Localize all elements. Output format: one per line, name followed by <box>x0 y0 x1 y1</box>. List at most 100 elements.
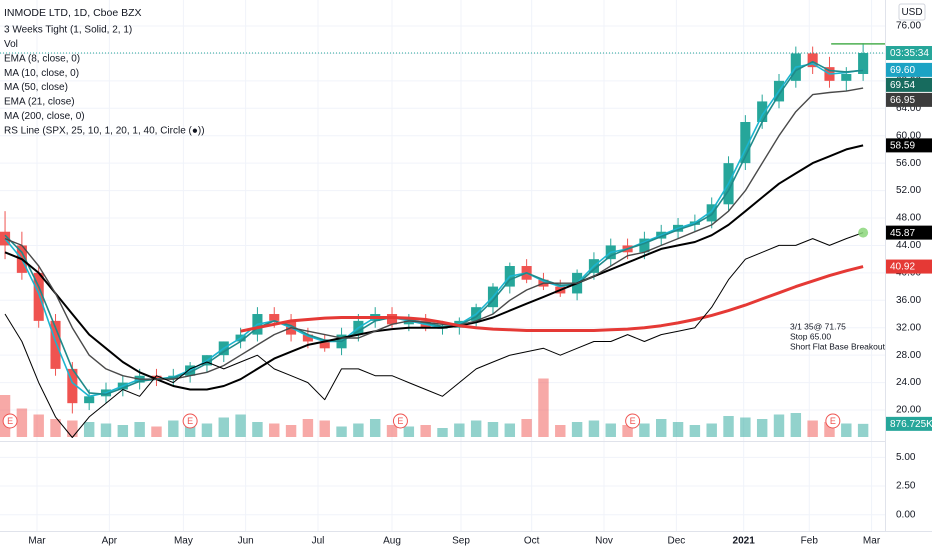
volume-bar <box>134 422 145 437</box>
price-tag-label: 45.87 <box>890 228 915 239</box>
x-tick-label: Jun <box>238 536 254 547</box>
volume-bar <box>504 423 516 437</box>
x-tick-label: May <box>174 536 193 547</box>
volume-bar <box>470 420 482 437</box>
chart-title: INMODE LTD, 1D, Cboe BZX <box>4 7 142 19</box>
candle-body <box>33 272 44 321</box>
indicator-line <box>240 265 864 333</box>
currency: USD <box>901 7 922 18</box>
candle-body <box>740 122 751 164</box>
volume-bar <box>16 408 28 437</box>
volume-bar <box>386 425 398 437</box>
x-tick-label: Apr <box>102 536 118 547</box>
volume-bar <box>622 425 633 437</box>
volume-bar <box>454 423 465 437</box>
y-tick-label: 76.00 <box>896 21 921 32</box>
y-tick-label: 56.00 <box>896 158 921 169</box>
indicator-line <box>4 144 864 391</box>
x-tick-label: Oct <box>524 536 540 547</box>
y-tick-label: 36.00 <box>896 295 921 306</box>
y-tick-label: 24.00 <box>896 377 921 388</box>
legend: INMODE LTD, 1D, Cboe BZX 3 Weeks Tight (… <box>4 7 205 137</box>
volume-bar <box>336 426 347 437</box>
legend-entry: MA (200, close, 0) <box>4 111 85 122</box>
volume-bar <box>403 426 415 437</box>
volume-bar <box>756 419 768 437</box>
annotation-line: Stop 65.00 <box>790 331 831 341</box>
price-tag-label: 03:35:34 <box>890 48 929 59</box>
volume-bar <box>588 420 600 437</box>
volume-bar <box>218 417 229 437</box>
volume-bar <box>773 414 785 437</box>
legend-entry: Vol <box>4 39 18 50</box>
volume-bar <box>824 422 835 437</box>
rs-marker <box>858 227 869 238</box>
volume-bar <box>201 423 213 437</box>
earnings-marker <box>392 413 408 429</box>
candle-body <box>269 314 280 321</box>
candle-body <box>386 314 398 325</box>
candle-body <box>841 73 852 81</box>
y-tick-label: 5.00 <box>896 452 916 463</box>
volume-bar <box>50 419 61 437</box>
volume-bar <box>639 423 650 437</box>
x-tick-label: Mar <box>863 536 881 547</box>
indicator-line <box>4 232 864 438</box>
volume-bar <box>555 425 566 437</box>
x-tick-label: Dec <box>667 536 685 547</box>
y-tick-label: 44.00 <box>896 240 921 251</box>
legend-entry: 3 Weeks Tight (1, Solid, 2, 1) <box>4 25 132 36</box>
volume-bar <box>302 419 314 437</box>
volume-bar <box>117 425 129 437</box>
candle-body <box>84 396 95 404</box>
y-tick-label: 52.00 <box>896 185 921 196</box>
candle-body <box>858 53 869 74</box>
earnings-marker <box>182 413 198 429</box>
legend-entry: MA (50, close) <box>4 82 68 93</box>
volume-bar <box>672 422 684 437</box>
volume-bar <box>252 422 263 437</box>
price-tag-label: 69.60 <box>890 65 915 76</box>
legend-entry: EMA (21, close) <box>4 97 75 108</box>
earnings-marker <box>625 413 641 429</box>
volume-bar <box>33 414 44 437</box>
volume-bar <box>100 423 112 437</box>
legend-entry: EMA (8, close, 0) <box>4 53 80 64</box>
candle-body <box>403 320 414 325</box>
volume-bar <box>723 416 734 437</box>
y-tick-label: 60.00 <box>896 130 921 141</box>
price-tag-label: 876.725K <box>890 419 932 430</box>
price-tag <box>886 259 932 274</box>
price-tag <box>886 77 932 92</box>
volume-bar <box>285 425 297 437</box>
volume-bar <box>605 423 616 437</box>
candle-body <box>50 320 61 369</box>
candle-body <box>706 204 717 222</box>
candle-body <box>639 238 650 253</box>
volume-bar <box>656 419 667 437</box>
y-tick-label: 20.00 <box>896 405 921 416</box>
price-tag-label: 40.92 <box>890 262 915 273</box>
earnings-label: E <box>7 416 13 426</box>
earnings-label: E <box>830 416 836 426</box>
price-tag-label: 58.59 <box>890 141 915 152</box>
candle-body <box>319 341 330 349</box>
candle-body <box>302 334 313 342</box>
volume-bar <box>571 422 583 437</box>
indicator-line <box>4 60 864 396</box>
volume-bar <box>151 426 162 437</box>
price-axis: 20.0024.0028.0032.0036.0040.0044.0048.00… <box>28 21 921 547</box>
volume-bar <box>83 422 95 437</box>
x-tick-label: Mar <box>28 536 46 547</box>
candle-body <box>67 368 78 404</box>
volume-bar <box>168 420 179 437</box>
price-tag <box>886 62 932 77</box>
price-tag <box>886 138 932 153</box>
annotation-line: 3/1 35@ 71.75 <box>790 321 846 331</box>
volume-bar <box>420 425 431 437</box>
currency-box[interactable] <box>898 3 926 21</box>
y-tick-label: 32.00 <box>896 322 921 333</box>
